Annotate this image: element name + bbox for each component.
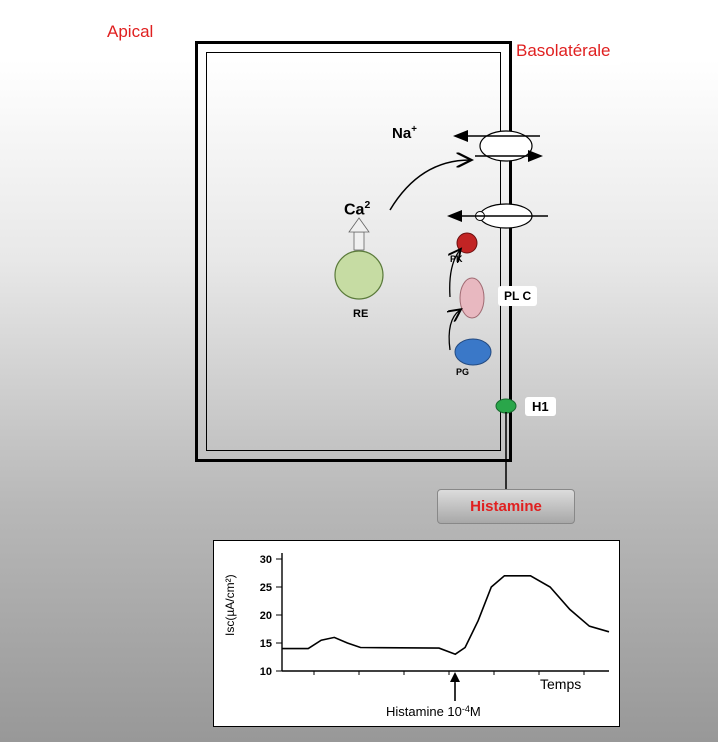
cell-membrane-inner <box>206 52 501 451</box>
chart-arrow <box>450 672 460 701</box>
label-re: RE <box>353 308 368 320</box>
svg-text:30: 30 <box>260 554 272 566</box>
isc-chart: Isc(µA/cm²) 30 25 20 15 10 <box>213 540 620 727</box>
chart-ylabel: Isc(µA/cm²) <box>223 574 237 636</box>
cell-membrane-outer <box>195 41 512 462</box>
isc-chart-svg: Isc(µA/cm²) 30 25 20 15 10 <box>214 541 619 726</box>
histamine-box: Histamine <box>437 489 575 524</box>
label-na: Na+ <box>392 124 417 142</box>
chart-trace <box>282 576 609 654</box>
label-ca: Ca2 <box>344 200 370 219</box>
chart-arrow-label: Histamine 10-4M <box>386 704 481 719</box>
label-h1: H1 <box>525 397 556 416</box>
label-pg: PG <box>456 367 469 377</box>
svg-text:10: 10 <box>260 666 272 678</box>
label-basolateral: Basolatérale <box>506 37 621 65</box>
label-apical: Apical <box>97 18 163 46</box>
chart-yticks: 30 25 20 15 10 <box>260 554 272 678</box>
label-pk: PK <box>450 254 463 264</box>
svg-text:20: 20 <box>260 610 272 622</box>
label-plc: PL C <box>498 286 537 306</box>
svg-text:25: 25 <box>260 582 272 594</box>
chart-xlabel: Temps <box>540 676 581 692</box>
svg-text:15: 15 <box>260 638 272 650</box>
